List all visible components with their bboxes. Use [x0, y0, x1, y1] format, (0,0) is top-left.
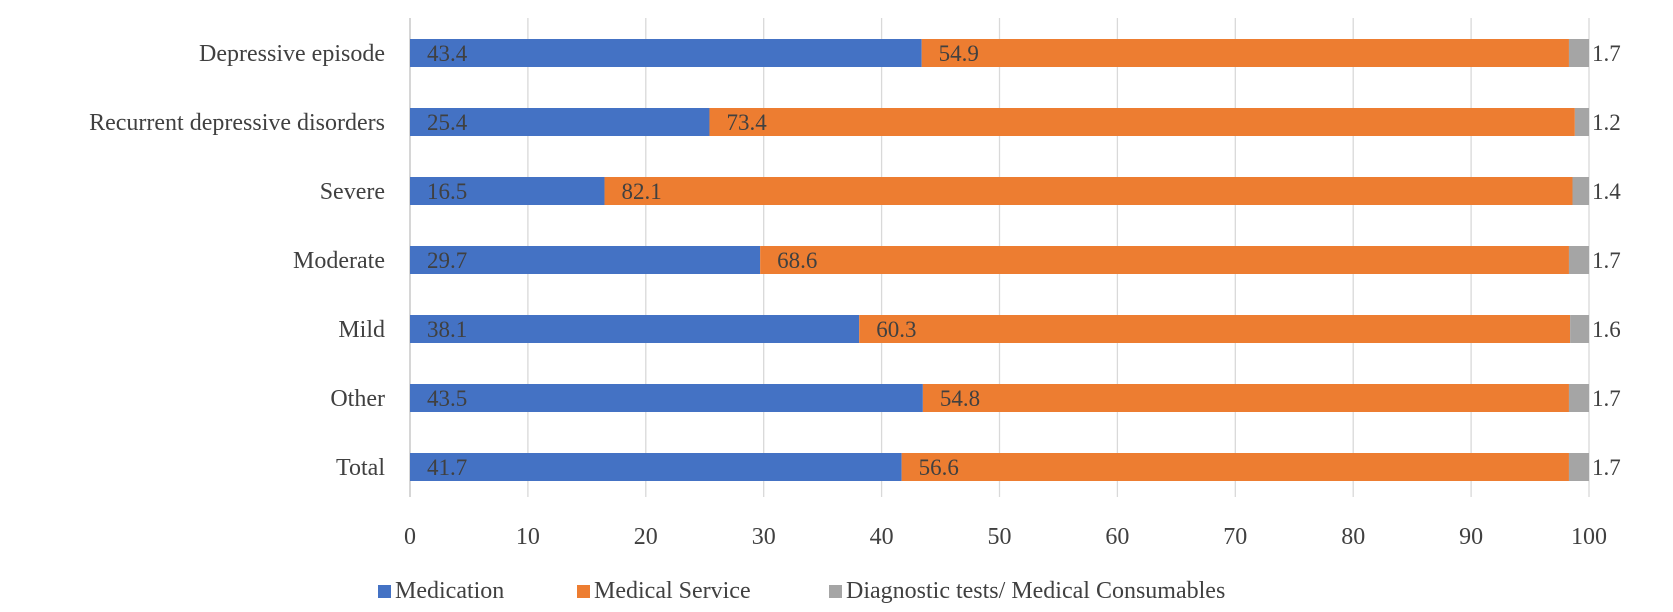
data-label: 54.9: [939, 41, 979, 66]
category-label: Total: [336, 455, 385, 481]
bar-segment: [1568, 246, 1589, 274]
data-label: 43.4: [427, 41, 468, 66]
data-label: 1.4: [1592, 179, 1621, 204]
bar-segment: [410, 384, 923, 412]
legend-swatch: [829, 585, 842, 598]
x-tick-label: 0: [404, 524, 416, 550]
data-label: 1.7: [1592, 248, 1621, 273]
category-label: Moderate: [293, 248, 385, 274]
bar-segment: [410, 39, 922, 67]
bar-segment: [604, 177, 1573, 205]
x-tick-label: 100: [1571, 524, 1607, 550]
category-label: Recurrent depressive disorders: [89, 110, 385, 136]
data-label: 54.8: [940, 386, 980, 411]
bar-segment: [921, 39, 1569, 67]
data-label: 60.3: [876, 317, 916, 342]
legend-swatch: [577, 585, 590, 598]
data-label: 16.5: [427, 179, 467, 204]
bar-segment: [1570, 315, 1589, 343]
category-label: Other: [330, 386, 385, 412]
data-label: 68.6: [777, 248, 817, 273]
data-label: 73.4: [726, 110, 767, 135]
bar-segment: [1568, 384, 1589, 412]
x-tick-labels: 0 10 20 30 40 50 60 70 80 90 100: [404, 524, 1607, 550]
bar-segment: [1572, 177, 1589, 205]
bars: [410, 39, 1589, 481]
x-tick-label: 50: [988, 524, 1012, 550]
legend-label: Medical Service: [594, 578, 751, 604]
data-labels: 43.4 54.9 1.7 25.4 73.4 1.2 16.5 82.1 1.4 29.7 68.…: [427, 41, 1621, 480]
data-label: 43.5: [427, 386, 467, 411]
category-label: Severe: [320, 179, 385, 205]
x-tick-label: 80: [1341, 524, 1365, 550]
bar-segment: [922, 384, 1569, 412]
legend-label: Diagnostic tests/ Medical Consumables: [846, 578, 1225, 604]
bar-segment: [410, 177, 605, 205]
data-label: 38.1: [427, 317, 467, 342]
x-tick-label: 60: [1105, 524, 1129, 550]
category-labels: Depressive episode Recurrent depressive d…: [89, 41, 385, 481]
legend-label: Medication: [395, 578, 504, 604]
data-label: 82.1: [622, 179, 662, 204]
bar-segment: [410, 246, 761, 274]
data-label: 1.6: [1592, 317, 1621, 342]
bar-segment: [760, 246, 1569, 274]
bar-segment: [709, 108, 1575, 136]
data-label: 1.2: [1592, 110, 1621, 135]
bar-segment: [410, 453, 902, 481]
category-label: Mild: [338, 317, 385, 343]
x-tick-label: 90: [1459, 524, 1483, 550]
x-tick-label: 70: [1223, 524, 1247, 550]
bar-segment: [1568, 39, 1589, 67]
x-tick-label: 40: [870, 524, 894, 550]
data-label: 1.7: [1592, 41, 1621, 66]
bar-segment: [410, 315, 860, 343]
data-label: 56.6: [919, 455, 959, 480]
data-label: 1.7: [1592, 386, 1621, 411]
bar-segment: [901, 453, 1569, 481]
x-tick-label: 20: [634, 524, 658, 550]
data-label: 29.7: [427, 248, 467, 273]
legend: Medication Medical Service Diagnostic test…: [378, 578, 1225, 604]
bar-segment: [859, 315, 1571, 343]
data-label: 25.4: [427, 110, 468, 135]
legend-swatch: [378, 585, 391, 598]
bar-segment: [1568, 453, 1589, 481]
data-label: 1.7: [1592, 455, 1621, 480]
bar-segment: [410, 108, 710, 136]
bar-segment: [1574, 108, 1589, 136]
x-tick-label: 10: [516, 524, 540, 550]
data-label: 41.7: [427, 455, 467, 480]
x-tick-label: 30: [752, 524, 776, 550]
category-label: Depressive episode: [199, 41, 385, 67]
